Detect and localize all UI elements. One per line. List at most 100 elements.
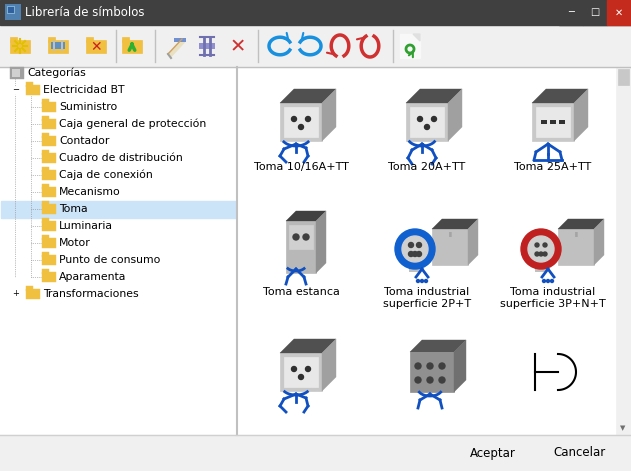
Bar <box>0 25 631 67</box>
Circle shape <box>395 229 435 269</box>
Bar <box>42 218 49 223</box>
Bar <box>583 0 607 25</box>
Bar <box>410 107 444 137</box>
Text: Mecanismo: Mecanismo <box>59 187 121 197</box>
Circle shape <box>415 377 421 383</box>
Bar <box>26 85 40 95</box>
Bar <box>26 82 33 87</box>
Circle shape <box>528 236 554 262</box>
Circle shape <box>413 252 418 257</box>
Text: Toma 20A+TT: Toma 20A+TT <box>388 162 466 172</box>
Text: ▼: ▼ <box>620 425 626 431</box>
Text: Toma 10/16A+TT: Toma 10/16A+TT <box>254 162 348 172</box>
Bar <box>42 204 56 214</box>
Bar <box>1 201 236 218</box>
Bar <box>618 69 629 85</box>
Bar <box>42 238 56 248</box>
Bar <box>454 441 532 465</box>
Bar <box>42 221 56 231</box>
Bar <box>0 435 631 471</box>
Circle shape <box>416 279 420 283</box>
Circle shape <box>432 116 437 122</box>
Bar <box>559 0 583 25</box>
Circle shape <box>303 234 309 240</box>
Text: Caja de conexión: Caja de conexión <box>59 170 153 180</box>
Polygon shape <box>280 89 336 103</box>
Circle shape <box>298 374 304 380</box>
Bar <box>51 42 65 49</box>
Bar <box>400 34 420 58</box>
Bar <box>48 40 68 53</box>
Bar <box>550 120 556 124</box>
Text: ✕: ✕ <box>615 8 623 17</box>
Bar <box>42 153 56 163</box>
Polygon shape <box>532 89 588 103</box>
Circle shape <box>418 116 423 122</box>
Text: □: □ <box>591 8 599 17</box>
Polygon shape <box>454 340 466 392</box>
Bar <box>284 357 318 387</box>
Circle shape <box>439 363 445 369</box>
Bar <box>42 184 49 189</box>
Text: Transformaciones: Transformaciones <box>43 289 139 299</box>
Bar <box>12 69 20 77</box>
Circle shape <box>539 252 543 256</box>
Polygon shape <box>448 89 462 141</box>
Bar <box>42 133 49 138</box>
Polygon shape <box>168 39 185 57</box>
Polygon shape <box>432 219 478 229</box>
Text: −: − <box>13 86 20 95</box>
Circle shape <box>535 243 539 247</box>
Circle shape <box>408 243 413 247</box>
Bar <box>174 38 186 42</box>
Bar <box>10 40 30 53</box>
Bar <box>42 235 49 240</box>
Circle shape <box>402 236 428 262</box>
Bar <box>558 229 594 265</box>
Text: Motor: Motor <box>59 238 91 248</box>
Bar <box>199 43 215 49</box>
Text: Toma estanca: Toma estanca <box>262 287 339 297</box>
Text: ─: ─ <box>568 8 574 17</box>
Polygon shape <box>574 89 588 141</box>
Bar <box>26 289 40 299</box>
Circle shape <box>425 279 427 283</box>
Bar <box>7 6 15 14</box>
Circle shape <box>416 243 422 247</box>
Bar <box>616 67 631 435</box>
Polygon shape <box>468 219 478 265</box>
Circle shape <box>546 279 550 283</box>
Circle shape <box>550 279 553 283</box>
Polygon shape <box>413 34 420 41</box>
Bar <box>42 167 49 172</box>
Circle shape <box>292 366 297 372</box>
Circle shape <box>543 279 546 283</box>
Bar <box>122 40 142 53</box>
Text: ✕: ✕ <box>230 38 246 57</box>
Polygon shape <box>406 89 462 103</box>
Bar <box>86 40 106 53</box>
Bar <box>238 67 631 435</box>
Circle shape <box>305 116 310 122</box>
Text: Categorías: Categorías <box>27 68 86 78</box>
Circle shape <box>427 377 433 383</box>
Bar <box>409 262 421 272</box>
Text: Aparamenta: Aparamenta <box>59 272 126 282</box>
Bar <box>535 262 547 272</box>
Bar <box>42 255 56 265</box>
Bar <box>540 441 618 465</box>
Text: Toma 25A+TT: Toma 25A+TT <box>514 162 592 172</box>
Bar <box>86 37 93 42</box>
Bar <box>42 116 49 121</box>
Circle shape <box>292 116 297 122</box>
Circle shape <box>535 252 539 256</box>
Circle shape <box>305 366 310 372</box>
Bar <box>42 201 49 206</box>
Polygon shape <box>280 339 336 353</box>
Text: II: II <box>448 232 452 238</box>
Bar <box>559 120 565 124</box>
Text: Aceptar: Aceptar <box>470 447 516 460</box>
Text: Contador: Contador <box>59 136 109 146</box>
Text: Cuadro de distribución: Cuadro de distribución <box>59 153 183 163</box>
Bar <box>0 0 631 25</box>
